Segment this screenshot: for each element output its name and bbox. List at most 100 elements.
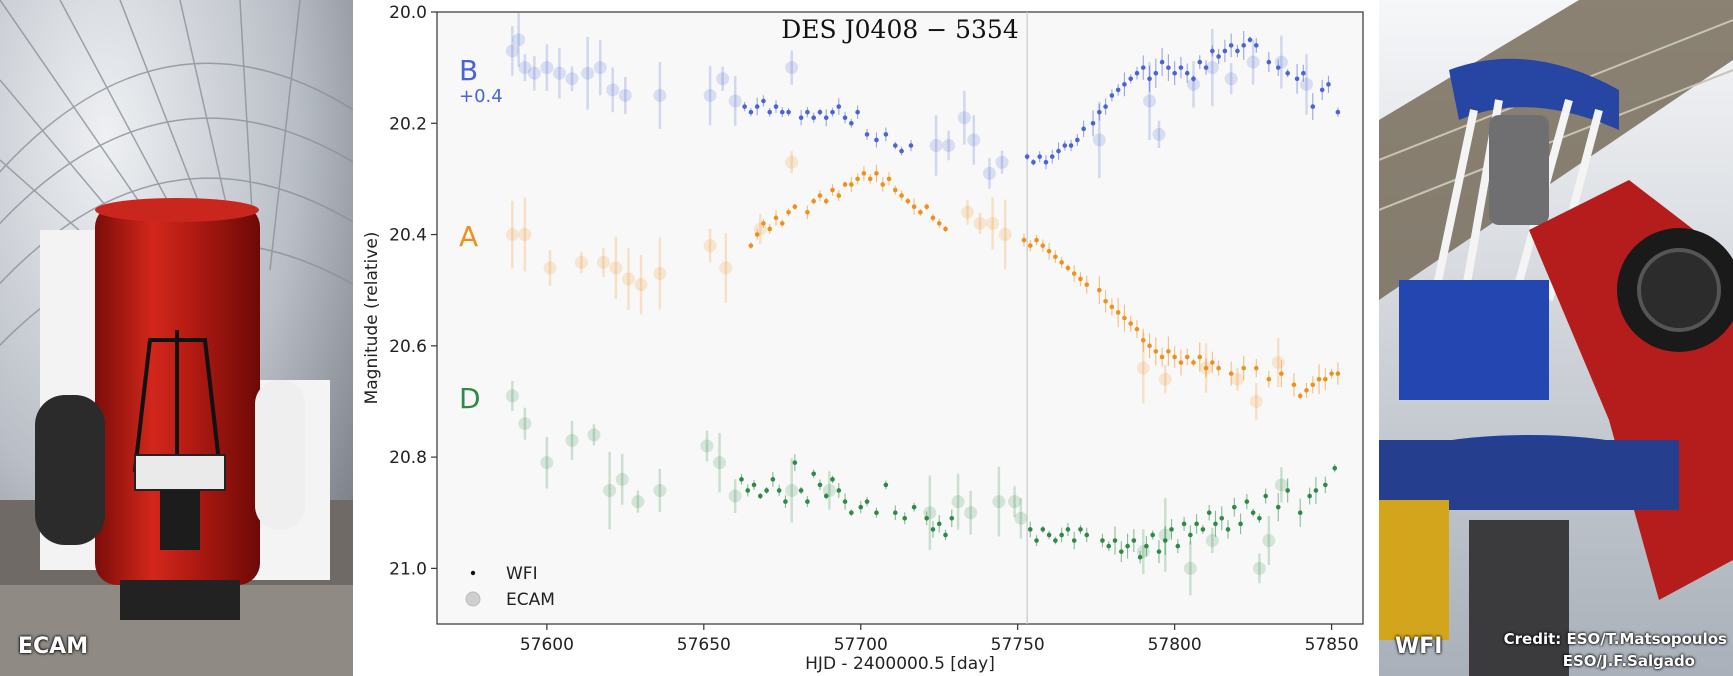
wfi-point-d (1131, 538, 1137, 543)
ecam-point-a (609, 261, 623, 275)
wfi-point-b (1081, 126, 1086, 132)
wfi-point-a (1153, 349, 1159, 354)
wfi-point-a (943, 226, 948, 232)
ecam-point-a (785, 155, 799, 169)
ecam-photo-label: ECAM (18, 634, 89, 659)
ecam-point-d (1183, 561, 1197, 575)
ecam-point-a (973, 216, 987, 230)
wfi-point-b (1294, 76, 1300, 82)
wfi-point-a (1071, 271, 1077, 276)
wfi-point-a (867, 176, 873, 182)
wfi-point-a (1291, 382, 1297, 388)
plot-area (436, 11, 1364, 625)
ecam-point-d (992, 495, 1006, 509)
wfi-point-b (1037, 154, 1042, 159)
wfi-point-b (1128, 76, 1134, 82)
wfi-point-b (1172, 70, 1177, 76)
wfi-point-d (1238, 521, 1243, 527)
wfi-point-d (783, 499, 788, 504)
ecam-point-b (785, 61, 799, 75)
ecam-point-a (574, 255, 588, 269)
wfi-point-b (786, 109, 791, 115)
wfi-point-b (1326, 82, 1331, 87)
wfi-point-a (792, 204, 798, 210)
wfi-point-d (1213, 521, 1218, 527)
wfi-point-d (1323, 482, 1328, 488)
wfi-point-d (1100, 538, 1105, 543)
wfi-point-a (1335, 371, 1341, 376)
wfi-point-a (861, 171, 867, 176)
wfi-point-a (1053, 254, 1058, 260)
wfi-point-b (1335, 109, 1341, 115)
wfi-point-d (1078, 527, 1083, 532)
wfi-point-b (1266, 59, 1272, 65)
wfi-point-d (1118, 549, 1124, 554)
ecam-point-b (1224, 72, 1238, 86)
ecam-point-b (728, 94, 742, 108)
wfi-point-d (1071, 538, 1077, 543)
wfi-point-d (1200, 527, 1206, 532)
wfi-point-d (1250, 510, 1256, 516)
wfi-point-b (1049, 154, 1055, 159)
ecam-point-d (565, 433, 579, 447)
wfi-point-b (1178, 65, 1184, 70)
legend-ecam-label: ECAM (506, 590, 555, 610)
wfi-point-a (1034, 237, 1039, 243)
wfi-point-a (1128, 321, 1134, 326)
wfi-point-d (842, 499, 848, 504)
ecam-telescope-illustration (0, 0, 353, 676)
ecam-point-b (929, 139, 943, 153)
ecam-point-d (951, 495, 965, 509)
wfi-point-b (1253, 43, 1259, 48)
ecam-point-b (957, 111, 971, 125)
y-tick-label: 20.2 (389, 114, 427, 134)
x-tick-label: 57600 (520, 635, 574, 655)
ecam-point-a (505, 228, 519, 242)
ecam-point-b (527, 66, 541, 80)
wfi-point-a (1297, 393, 1303, 399)
wfi-point-b (805, 109, 810, 115)
wfi-point-b (1097, 109, 1102, 115)
ecam-point-a (1230, 372, 1244, 386)
wfi-point-b (1241, 43, 1247, 48)
ecam-point-b (593, 61, 607, 75)
wfi-point-d (811, 471, 816, 477)
ecam-points-layer (505, 12, 1313, 596)
ecam-point-d (603, 483, 617, 497)
ecam-point-a (998, 228, 1012, 242)
ecam-point-d (540, 456, 554, 470)
wfi-point-a (1040, 243, 1046, 248)
wfi-point-b (908, 143, 914, 148)
wfi-point-a (767, 226, 773, 232)
ecam-point-d (713, 456, 727, 470)
wfi-point-a (1065, 265, 1071, 271)
wfi-point-b (1140, 65, 1146, 70)
wfi-point-d (1169, 527, 1174, 532)
ecam-point-b (1143, 94, 1157, 108)
wfi-point-a (1279, 371, 1284, 376)
wfi-point-a (1140, 337, 1146, 343)
wfi-point-d (930, 527, 936, 532)
wfi-point-b (830, 109, 835, 115)
ecam-point-b (1152, 127, 1166, 141)
y-tick-label: 21.0 (389, 559, 427, 579)
wfi-point-d (858, 504, 864, 510)
wfi-point-b (1222, 48, 1228, 54)
wfi-point-a (1134, 326, 1140, 332)
series-label-b-offset: +0.4 (459, 86, 503, 107)
ecam-point-b (552, 66, 566, 80)
wfi-point-b (864, 132, 870, 137)
wfi-point-a (1228, 371, 1234, 376)
wfi-point-a (855, 176, 860, 182)
wfi-point-d (830, 477, 835, 482)
y-tick-label: 20.0 (389, 3, 427, 23)
wfi-point-a (786, 209, 791, 215)
light-curve-chart: 57600 57650 57700 57750 57800 57850 20.0 20.2 2… (353, 0, 1379, 676)
wfi-point-b (874, 137, 879, 143)
ecam-point-b (1246, 55, 1260, 69)
series-label-a: A (459, 220, 478, 253)
wfi-point-d (1065, 527, 1071, 532)
wfi-point-b (1191, 76, 1196, 82)
wfi-point-a (911, 204, 917, 210)
series-label-b: B (459, 54, 478, 87)
